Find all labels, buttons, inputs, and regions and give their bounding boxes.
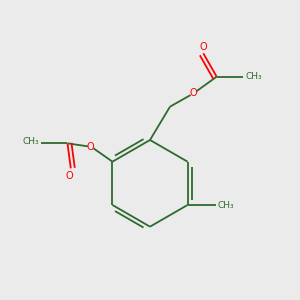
Text: O: O: [87, 142, 94, 152]
Text: O: O: [65, 171, 73, 181]
Text: CH₃: CH₃: [245, 72, 262, 81]
Text: CH₃: CH₃: [218, 200, 234, 209]
Text: O: O: [190, 88, 197, 98]
Text: CH₃: CH₃: [22, 137, 39, 146]
Text: O: O: [200, 42, 207, 52]
